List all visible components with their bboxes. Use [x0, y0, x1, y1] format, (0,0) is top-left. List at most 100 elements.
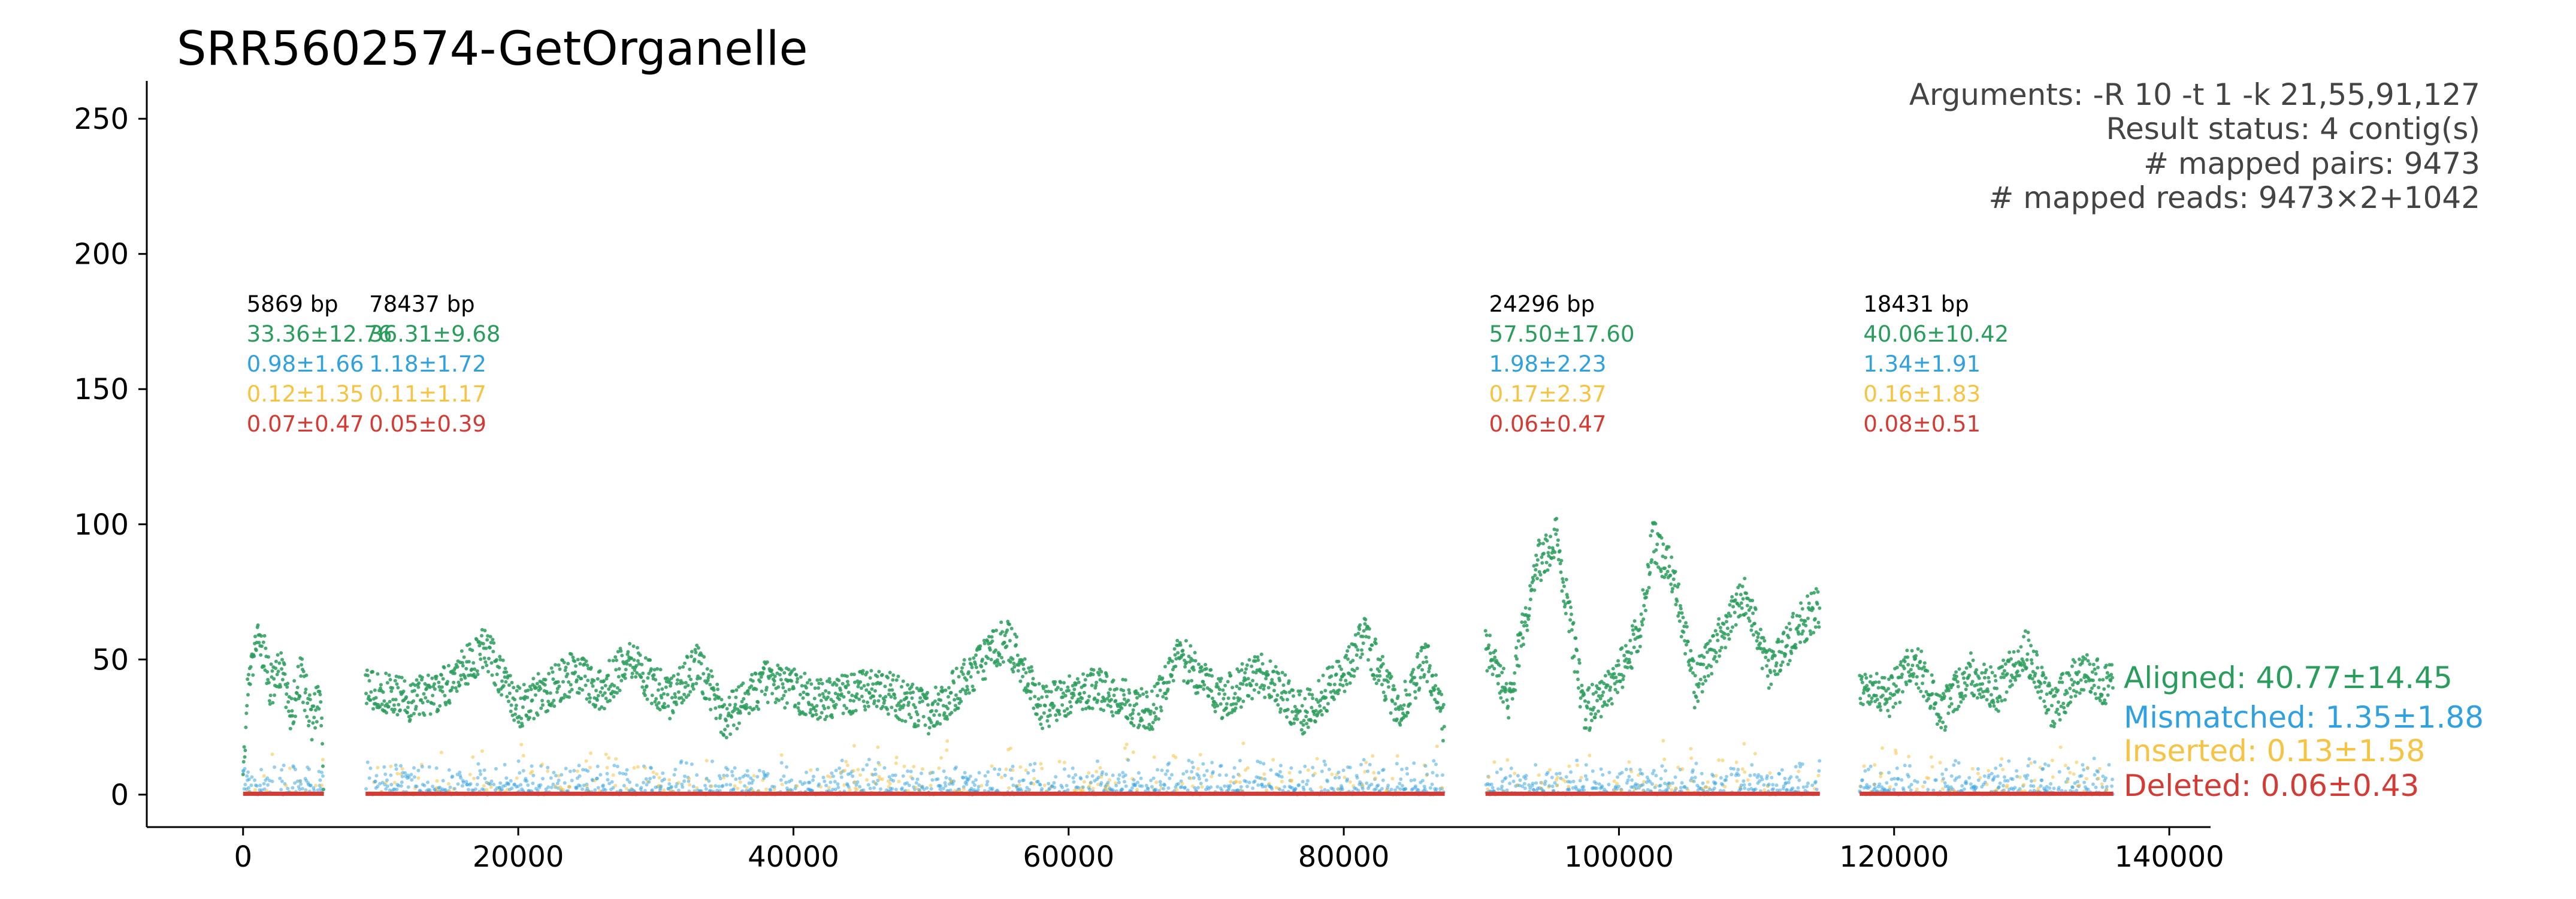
mismatched-point	[278, 776, 282, 780]
aligned-point	[877, 669, 881, 674]
aligned-point	[1860, 680, 1864, 684]
mismatched-point	[1786, 780, 1791, 785]
info-arguments: Arguments: -R 10 -t 1 -k 21,55,91,127	[1909, 77, 2480, 112]
mismatched-point	[560, 773, 564, 777]
aligned-point	[718, 713, 722, 717]
aligned-point	[1184, 660, 1189, 665]
mismatched-point	[642, 780, 646, 785]
aligned-point	[1052, 704, 1056, 708]
mismatched-point	[428, 788, 432, 792]
mismatched-point	[929, 787, 933, 791]
aligned-point	[1897, 688, 1901, 692]
inserted-point	[1104, 787, 1108, 791]
aligned-point	[1238, 697, 1242, 701]
aligned-point	[260, 644, 264, 648]
mismatched-point	[1196, 786, 1201, 790]
aligned-point	[1099, 707, 1103, 711]
mismatched-point	[1620, 771, 1624, 775]
aligned-point	[830, 716, 835, 719]
aligned-point	[1202, 687, 1206, 691]
aligned-point	[1204, 663, 1208, 666]
aligned-point	[1791, 611, 1795, 616]
aligned-point	[1780, 639, 1784, 644]
mismatched-point	[983, 774, 987, 778]
mismatched-point	[643, 789, 647, 793]
aligned-point	[917, 719, 921, 723]
inserted-point	[1567, 785, 1571, 789]
aligned-point	[1496, 681, 1500, 686]
aligned-point	[959, 689, 963, 693]
aligned-point	[1151, 702, 1156, 707]
mismatched-point	[1693, 776, 1697, 780]
mismatched-point	[717, 785, 721, 789]
deleted-baseline	[1485, 791, 1820, 796]
aligned-point	[1026, 682, 1030, 686]
aligned-point	[1076, 698, 1080, 701]
inserted-point	[1567, 764, 1571, 768]
aligned-point	[926, 690, 930, 695]
mismatched-point	[516, 759, 521, 763]
aligned-point	[1422, 672, 1426, 677]
mismatched-point	[376, 785, 380, 789]
aligned-point	[1890, 675, 1894, 680]
mismatched-point	[426, 780, 430, 785]
aligned-point	[1247, 694, 1251, 698]
aligned-point	[1484, 633, 1489, 637]
mismatched-point	[730, 770, 734, 774]
aligned-point	[1799, 601, 1803, 605]
aligned-point	[1771, 650, 1776, 654]
inserted-point	[1723, 785, 1727, 789]
aligned-point	[614, 668, 618, 672]
mismatched-point	[1756, 773, 1761, 777]
aligned-point	[1324, 696, 1328, 699]
aligned-point	[1418, 663, 1422, 668]
inserted-point	[482, 784, 486, 788]
aligned-point	[1756, 635, 1760, 639]
aligned-point	[1106, 691, 1111, 695]
aligned-point	[1238, 687, 1241, 690]
aligned-point	[1779, 663, 1783, 667]
aligned-point	[1387, 672, 1392, 676]
aligned-point	[885, 707, 890, 711]
inserted-point	[1082, 780, 1086, 784]
mismatched-point	[1641, 783, 1645, 787]
inserted-point	[710, 784, 713, 788]
aligned-point	[808, 678, 812, 682]
aligned-point	[860, 695, 864, 698]
mismatched-point	[1696, 788, 1700, 792]
aligned-point	[642, 688, 646, 692]
aligned-point	[1523, 620, 1527, 625]
aligned-point	[1737, 604, 1741, 608]
mismatched-point	[731, 787, 736, 791]
mismatched-point	[1186, 788, 1190, 792]
aligned-point	[1416, 652, 1420, 656]
inserted-point	[1880, 771, 1884, 776]
aligned-point	[652, 673, 656, 677]
aligned-point	[1909, 668, 1913, 672]
aligned-point	[615, 658, 619, 662]
aligned-point	[981, 669, 985, 673]
mismatched-point	[601, 783, 605, 788]
aligned-point	[1440, 692, 1444, 696]
aligned-point	[551, 670, 555, 674]
aligned-point	[492, 641, 496, 645]
mismatched-point	[1154, 788, 1158, 792]
aligned-point	[809, 682, 814, 686]
mismatched-point	[625, 777, 630, 782]
aligned-point	[1239, 668, 1244, 672]
aligned-point	[284, 705, 288, 710]
inserted-point	[897, 780, 901, 783]
aligned-point	[861, 669, 865, 673]
aligned-point	[778, 672, 782, 677]
aligned-point	[1244, 678, 1248, 682]
inserted-point	[584, 759, 588, 763]
mismatched-point	[1571, 786, 1575, 790]
aligned-point	[393, 678, 397, 683]
aligned-point	[1680, 611, 1684, 615]
inserted-point	[1372, 771, 1376, 775]
mismatched-point	[258, 783, 262, 788]
aligned-point	[839, 688, 842, 692]
aligned-point	[840, 681, 845, 686]
aligned-point	[433, 682, 436, 686]
aligned-point	[1132, 723, 1136, 728]
